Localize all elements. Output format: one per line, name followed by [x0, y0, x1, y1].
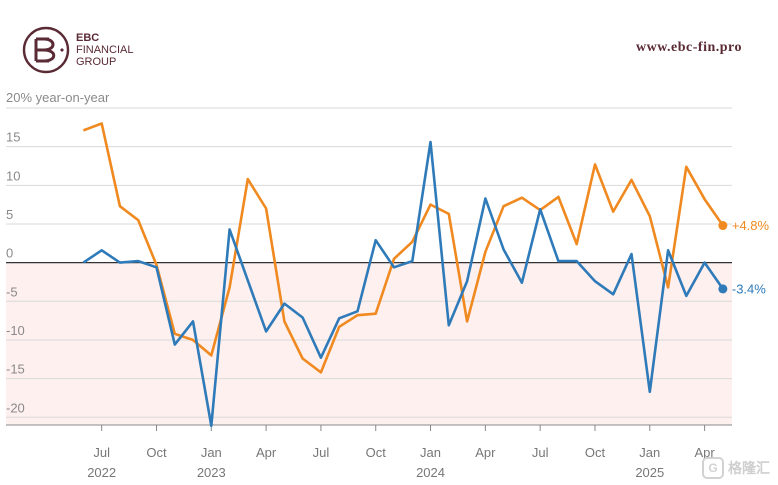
y-tick-label: 0	[6, 246, 13, 261]
g-badge-icon: G	[702, 457, 724, 479]
series-end-dot-1	[718, 221, 728, 231]
x-tick-label: Jan	[420, 445, 441, 460]
x-year-label: 2024	[416, 465, 445, 480]
series-end-label-2: -3.4%	[732, 281, 766, 296]
y-tick-label: 10	[6, 168, 20, 183]
negative-region-band	[6, 262, 732, 425]
x-year-label: 2022	[87, 465, 116, 480]
watermark-text: 格隆汇	[728, 460, 770, 476]
ebc-logo[interactable]: EBC FINANCIAL GROUP	[22, 26, 133, 74]
x-year-label: 2025	[635, 465, 664, 480]
x-tick-label: Jan	[639, 445, 660, 460]
x-tick-label: Apr	[475, 445, 496, 460]
x-tick-label: Jul	[313, 445, 330, 460]
y-tick-label: -10	[6, 323, 25, 338]
series-end-dot-2	[718, 284, 728, 294]
x-tick-label: Apr	[694, 445, 715, 460]
x-tick-label: Jan	[201, 445, 222, 460]
y-axis-unit-label: 20% year-on-year	[6, 90, 110, 105]
x-tick-label: Apr	[256, 445, 277, 460]
logo-line-2: FINANCIAL	[76, 44, 134, 56]
y-tick-label: -15	[6, 362, 25, 377]
ebc-logo-icon	[22, 26, 70, 74]
x-tick-label: Jul	[93, 445, 110, 460]
logo-line-1: EBC	[76, 32, 100, 44]
y-tick-label: 5	[6, 207, 13, 222]
series-end-label-1: +4.8%	[732, 218, 770, 233]
y-tick-label: 15	[6, 130, 20, 145]
y-tick-label: -20	[6, 400, 25, 415]
x-tick-label: Oct	[585, 445, 606, 460]
series-line-2	[82, 140, 724, 428]
x-year-label: 2023	[197, 465, 226, 480]
website-link[interactable]: www.ebc-fin.pro	[635, 40, 742, 55]
x-tick-label: Oct	[366, 445, 387, 460]
x-tick-label: Jul	[532, 445, 549, 460]
y-tick-label: -5	[6, 284, 18, 299]
series-line-1	[82, 122, 724, 374]
x-tick-label: Oct	[146, 445, 167, 460]
logo-line-3: GROUP	[76, 56, 117, 68]
watermark: G 格隆汇	[702, 457, 770, 479]
